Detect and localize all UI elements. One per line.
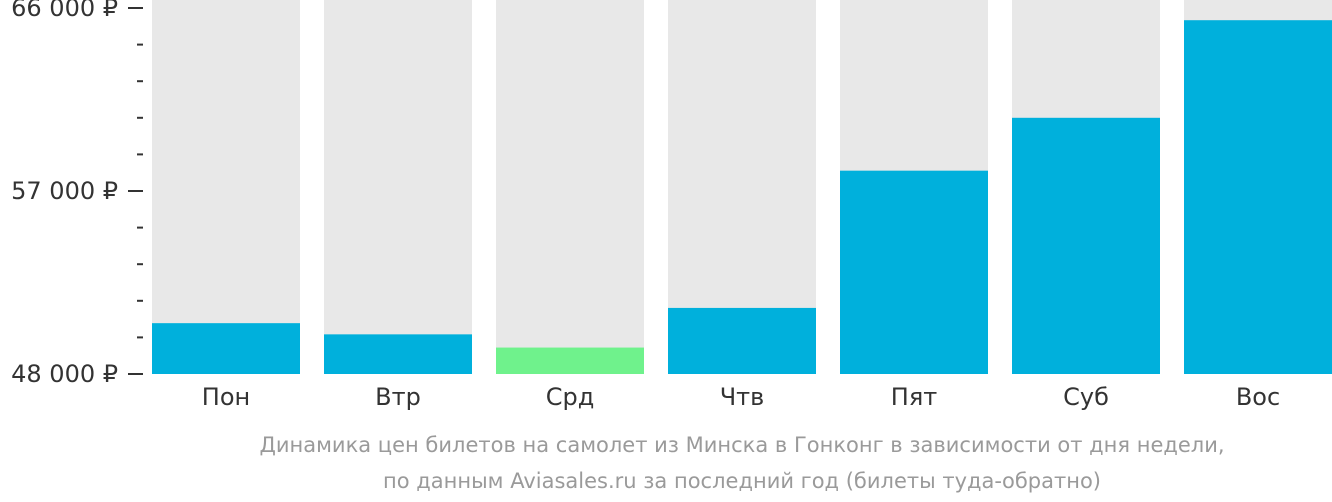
bar-background (152, 0, 300, 374)
caption-line-1: Динамика цен билетов на самолет из Минск… (259, 433, 1224, 457)
caption-line-2: по данным Aviasales.ru за последний год … (383, 469, 1101, 493)
x-tick-label: Срд (546, 383, 595, 411)
bar (1184, 20, 1332, 374)
y-tick-label: 48 000 ₽ (11, 360, 118, 388)
bar-background (496, 0, 644, 374)
x-tick-label: Вос (1236, 383, 1280, 411)
chart-caption: Динамика цен билетов на самолет из Минск… (259, 433, 1224, 493)
x-tick-label: Пон (202, 383, 250, 411)
bar (668, 307, 816, 374)
x-axis: Пон Втр Срд Чтв Пят Суб Вос (202, 383, 1280, 411)
y-tick-label: 57 000 ₽ (11, 177, 118, 205)
x-tick-label: Втр (375, 383, 421, 411)
x-tick-label: Чтв (720, 383, 765, 411)
bar-background (324, 0, 472, 374)
bars-group (152, 0, 1332, 375)
x-tick-label: Суб (1063, 383, 1109, 411)
y-tick-label: 66 000 ₽ (11, 0, 118, 22)
y-axis: 48 000 ₽ 57 000 ₽ 66 000 ₽ (11, 0, 143, 388)
x-tick-label: Пят (891, 383, 937, 411)
bar (840, 170, 988, 374)
bar (324, 334, 472, 374)
bar-highlight (496, 347, 644, 374)
bar (152, 323, 300, 374)
bar (1012, 117, 1160, 375)
